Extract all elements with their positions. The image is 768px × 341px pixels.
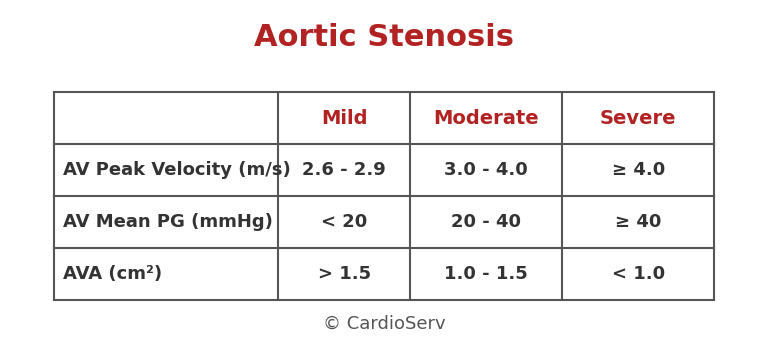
Text: AV Peak Velocity (m/s): AV Peak Velocity (m/s)	[63, 161, 291, 179]
Text: > 1.5: > 1.5	[318, 265, 371, 283]
Text: < 1.0: < 1.0	[612, 265, 665, 283]
Text: Aortic Stenosis: Aortic Stenosis	[254, 23, 514, 52]
Text: < 20: < 20	[321, 213, 368, 231]
Text: 2.6 - 2.9: 2.6 - 2.9	[303, 161, 386, 179]
Text: ≥ 4.0: ≥ 4.0	[611, 161, 665, 179]
Text: Mild: Mild	[321, 108, 368, 128]
Text: ≥ 40: ≥ 40	[615, 213, 661, 231]
Text: 20 - 40: 20 - 40	[452, 213, 521, 231]
Text: Moderate: Moderate	[434, 108, 539, 128]
Text: Severe: Severe	[600, 108, 677, 128]
Text: 1.0 - 1.5: 1.0 - 1.5	[445, 265, 528, 283]
Text: AV Mean PG (mmHg): AV Mean PG (mmHg)	[63, 213, 273, 231]
Text: © CardioServ: © CardioServ	[323, 315, 445, 333]
Text: AVA (cm²): AVA (cm²)	[63, 265, 162, 283]
Text: 3.0 - 4.0: 3.0 - 4.0	[445, 161, 528, 179]
